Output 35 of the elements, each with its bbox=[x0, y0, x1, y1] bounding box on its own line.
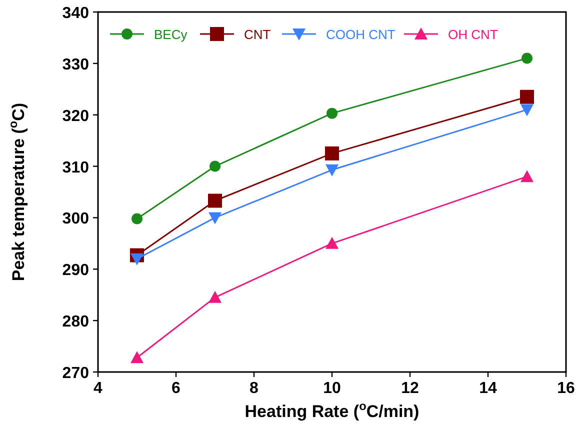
y-tick-label: 290 bbox=[62, 262, 90, 280]
point bbox=[520, 104, 534, 116]
y-tick-label: 300 bbox=[62, 210, 90, 228]
legend-label: COOH CNT bbox=[326, 27, 396, 42]
point bbox=[208, 290, 222, 303]
point bbox=[326, 236, 338, 249]
x-axis-title: Heating Rate ($^{o}$C/min) bbox=[244, 399, 420, 421]
point bbox=[130, 253, 144, 266]
x-tick-label: 10 bbox=[323, 380, 341, 397]
x-tick-label: 16 bbox=[557, 380, 575, 397]
x-tick-label: 14 bbox=[479, 380, 497, 397]
y-tick-label: 340 bbox=[62, 5, 90, 22]
y-tick-label: 310 bbox=[62, 159, 90, 176]
point bbox=[522, 52, 532, 64]
x-tick-label: 12 bbox=[401, 380, 419, 397]
y-tick-label: 320 bbox=[62, 108, 90, 125]
point bbox=[325, 146, 339, 160]
legend-label: BECy bbox=[154, 27, 188, 42]
y-tick-label: 330 bbox=[62, 56, 90, 74]
point bbox=[210, 160, 220, 172]
point bbox=[208, 212, 222, 224]
point bbox=[326, 108, 338, 119]
point bbox=[132, 213, 142, 224]
x-tick-label: 8 bbox=[250, 380, 259, 397]
y-tick-label: 280 bbox=[62, 314, 90, 331]
point bbox=[208, 194, 222, 208]
point bbox=[326, 164, 338, 176]
x-tick-label: 4 bbox=[94, 380, 103, 397]
point bbox=[520, 170, 534, 182]
point bbox=[520, 90, 534, 104]
legend-label: OH CNT bbox=[448, 27, 498, 42]
legend-label: CNT bbox=[244, 27, 271, 42]
x-tick-label: 6 bbox=[172, 380, 181, 397]
y-tick-label: 270 bbox=[62, 365, 90, 382]
point bbox=[130, 351, 144, 364]
